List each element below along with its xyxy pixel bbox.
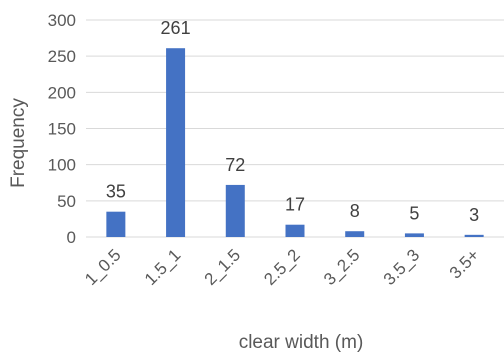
x-tick-label: 1_0.5 — [81, 245, 125, 289]
y-axis-title: Frequency — [8, 98, 29, 188]
x-tick-label: 2_1.5 — [201, 245, 245, 289]
x-axis-title: clear width (m) — [239, 332, 364, 353]
x-tick-label: 3.5+ — [446, 245, 483, 282]
y-tick-label: 100 — [48, 156, 76, 175]
bar — [166, 48, 186, 238]
bar — [225, 184, 245, 237]
y-tick-label: 250 — [48, 47, 76, 66]
bar — [464, 234, 484, 237]
data-label: 35 — [106, 182, 126, 202]
data-label: 17 — [285, 195, 305, 215]
y-tick-label: 50 — [57, 192, 76, 211]
x-tick-label: 2.5_2 — [260, 245, 304, 289]
x-tick-label: 3.5_3 — [380, 245, 424, 289]
data-label: 5 — [409, 203, 419, 223]
x-tick-label: 1.5_1 — [141, 245, 185, 289]
y-tick-label: 0 — [67, 228, 76, 247]
data-labels: 35 261 72 17 8 5 3 — [106, 18, 479, 225]
x-tick-label: 3_2.5 — [320, 245, 364, 289]
y-tick-label: 200 — [48, 83, 76, 102]
data-label: 72 — [225, 155, 245, 175]
x-axis-ticks: 1_0.5 1.5_1 2_1.5 2.5_2 3_2.5 3.5_3 3.5+ — [81, 245, 483, 289]
bars — [106, 48, 484, 238]
data-label: 3 — [469, 205, 479, 225]
data-label: 8 — [350, 201, 360, 221]
gridlines — [86, 19, 504, 238]
bar — [345, 231, 365, 237]
bar — [106, 211, 126, 237]
y-tick-label: 150 — [48, 120, 76, 139]
bar — [285, 224, 305, 237]
y-axis-ticks: 0 50 100 150 200 250 300 — [48, 11, 76, 247]
data-label: 261 — [161, 18, 191, 38]
bar — [404, 233, 424, 237]
y-tick-label: 300 — [48, 11, 76, 30]
